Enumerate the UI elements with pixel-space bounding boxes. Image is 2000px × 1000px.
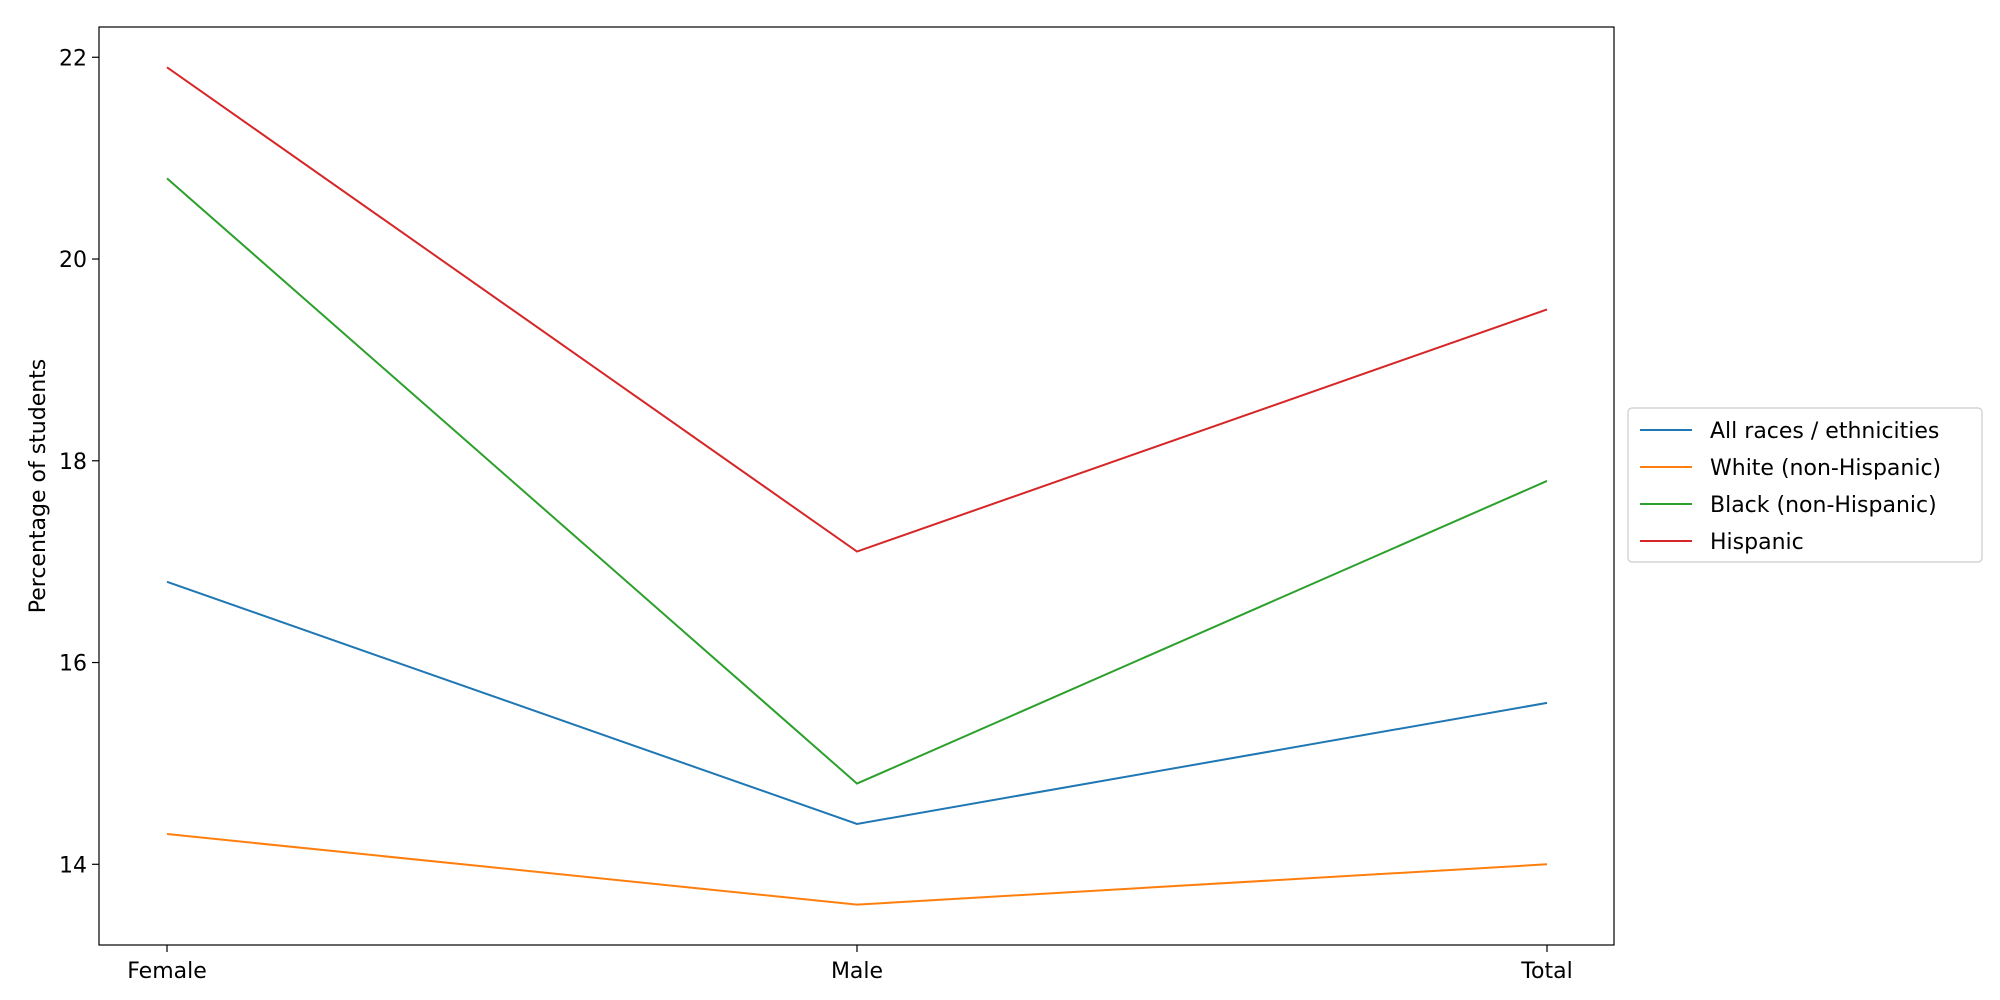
x-axis: Female Male Total — [127, 945, 1573, 984]
x-tick-label: Male — [831, 959, 883, 984]
legend: All races / ethnicities White (non-Hispan… — [1627, 407, 1983, 563]
x-tick-label: Female — [127, 959, 207, 984]
y-tick-label: 16 — [59, 652, 87, 677]
series-line — [166, 177, 1548, 785]
x-tick-label: Total — [1520, 959, 1572, 984]
y-tick-label: 22 — [59, 46, 87, 71]
legend-label: Black (non-Hispanic) — [1710, 493, 1937, 518]
y-axis: 14 16 18 20 22 — [59, 46, 99, 878]
plot-area — [98, 26, 1615, 946]
y-tick-label: 18 — [59, 450, 87, 475]
series-lines — [166, 66, 1548, 906]
y-tick-label: 20 — [59, 248, 87, 273]
series-line — [166, 66, 1548, 553]
legend-box — [1627, 407, 1983, 563]
legend-label: Hispanic — [1710, 530, 1804, 555]
legend-label: White (non-Hispanic) — [1710, 456, 1941, 481]
legend-label: All races / ethnicities — [1710, 419, 1939, 444]
y-axis-label: Percentage of students — [26, 359, 51, 614]
series-line — [166, 833, 1548, 906]
series-line — [166, 580, 1548, 825]
y-tick-label: 14 — [59, 853, 87, 878]
